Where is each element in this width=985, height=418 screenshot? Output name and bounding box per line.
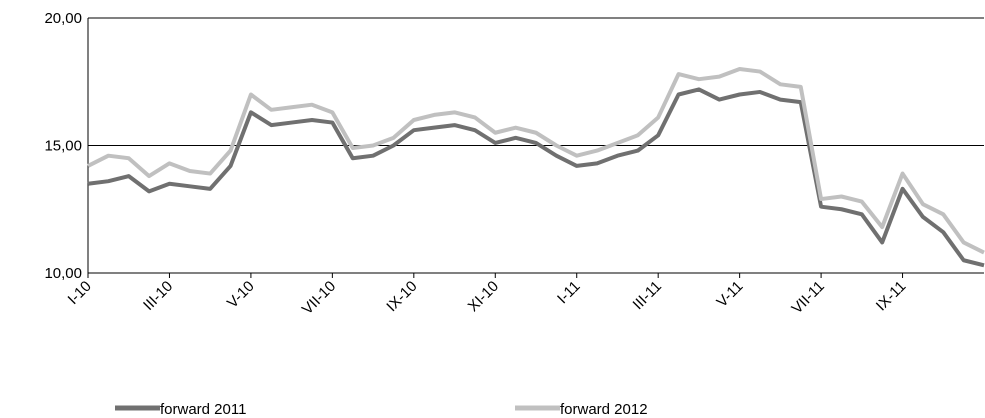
x-tick-label: VII-11 — [788, 278, 828, 318]
x-tick-label: III-11 — [630, 278, 665, 313]
series-line — [87, 67, 985, 255]
x-tick-label: IX-11 — [873, 278, 910, 315]
legend-label: forward 2012 — [560, 401, 648, 418]
y-tick-label: 20,00 — [44, 10, 82, 27]
x-tick-label: XI-10 — [465, 278, 502, 315]
legend-label: forward 2011 — [160, 401, 246, 418]
x-tick-label: I-11 — [554, 278, 584, 308]
x-tick-label: III-10 — [140, 278, 176, 314]
x-tick-label: V-11 — [713, 278, 746, 311]
y-tick-label: 10,00 — [44, 265, 82, 282]
x-tick-label: I-10 — [65, 278, 95, 308]
x-tick-label: VII-10 — [299, 278, 339, 318]
x-tick-label: IX-10 — [383, 278, 420, 315]
series-line — [87, 87, 985, 268]
y-tick-label: 15,00 — [44, 138, 82, 155]
x-tick-label: V-10 — [224, 278, 258, 312]
